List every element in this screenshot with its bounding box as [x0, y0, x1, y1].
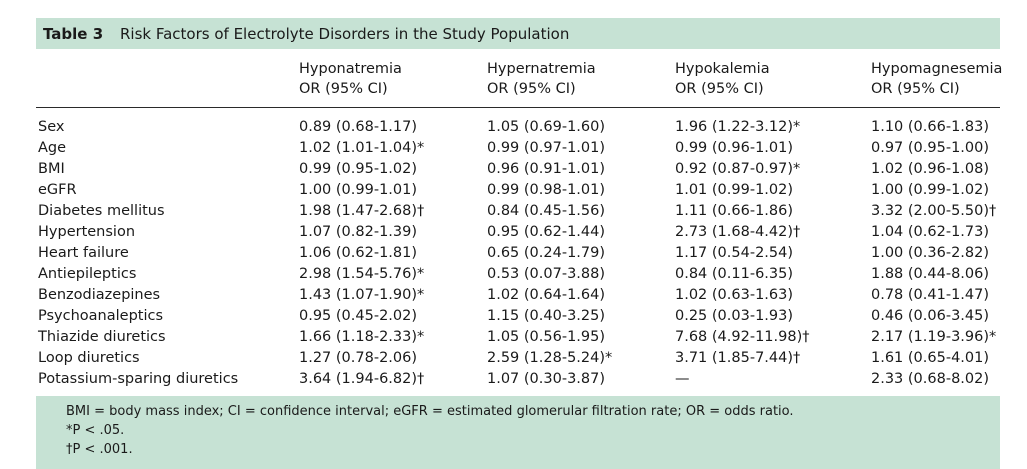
- cell-hypomagnesemia: 1.10 (0.66-1.83): [871, 117, 989, 138]
- cell-hypernatremia: 0.53 (0.07-3.88): [487, 264, 605, 285]
- cell-hypokalemia: —: [675, 369, 690, 390]
- table-label: Table 3: [43, 25, 103, 43]
- table-row: Loop diuretics 1.27 (0.78-2.06) 2.59 (1.…: [36, 348, 1000, 369]
- cell-hyponatremia: 1.66 (1.18-2.33)*: [299, 327, 424, 348]
- table-row: Hypertension 1.07 (0.82-1.39) 0.95 (0.62…: [36, 222, 1000, 243]
- cell-hypernatremia: 1.15 (0.40-3.25): [487, 306, 605, 327]
- cell-hypokalemia: 0.25 (0.03-1.93): [675, 306, 793, 327]
- cell-hypokalemia: 7.68 (4.92-11.98)†: [675, 327, 810, 348]
- cell-hyponatremia: 1.06 (0.62-1.81): [299, 243, 417, 264]
- table-header: Hyponatremia OR (95% CI) Hypernatremia O…: [36, 49, 1000, 108]
- cell-hypokalemia: 2.73 (1.68-4.42)†: [675, 222, 800, 243]
- cell-hypomagnesemia: 1.61 (0.65-4.01): [871, 348, 989, 369]
- cell-hyponatremia: 3.64 (1.94-6.82)†: [299, 369, 424, 390]
- table-row: Psychoanaleptics 0.95 (0.45-2.02) 1.15 (…: [36, 306, 1000, 327]
- cell-hypokalemia: 1.11 (0.66-1.86): [675, 201, 793, 222]
- table-row: Benzodiazepines 1.43 (1.07-1.90)* 1.02 (…: [36, 285, 1000, 306]
- cell-hyponatremia: 1.02 (1.01-1.04)*: [299, 138, 424, 159]
- row-factor: eGFR: [38, 180, 77, 201]
- cell-hyponatremia: 1.27 (0.78-2.06): [299, 348, 417, 369]
- cell-hyponatremia: 1.98 (1.47-2.68)†: [299, 201, 424, 222]
- row-factor: Hypertension: [38, 222, 135, 243]
- row-factor: BMI: [38, 159, 65, 180]
- cell-hypokalemia: 0.92 (0.87-0.97)*: [675, 159, 800, 180]
- table-row: Thiazide diuretics 1.66 (1.18-2.33)* 1.0…: [36, 327, 1000, 348]
- table-row: Heart failure 1.06 (0.62-1.81) 0.65 (0.2…: [36, 243, 1000, 264]
- cell-hypernatremia: 0.65 (0.24-1.79): [487, 243, 605, 264]
- cell-hypomagnesemia: 0.46 (0.06-3.45): [871, 306, 989, 327]
- row-factor: Diabetes mellitus: [38, 201, 165, 222]
- cell-hypernatremia: 1.02 (0.64-1.64): [487, 285, 605, 306]
- cell-hypomagnesemia: 1.02 (0.96-1.08): [871, 159, 989, 180]
- cell-hypokalemia: 1.02 (0.63-1.63): [675, 285, 793, 306]
- cell-hypomagnesemia: 3.32 (2.00-5.50)†: [871, 201, 996, 222]
- cell-hypomagnesemia: 0.78 (0.41-1.47): [871, 285, 989, 306]
- table-row: Age 1.02 (1.01-1.04)* 0.99 (0.97-1.01) 0…: [36, 138, 1000, 159]
- cell-hypokalemia: 1.17 (0.54-2.54): [675, 243, 793, 264]
- row-factor: Antiepileptics: [38, 264, 136, 285]
- cell-hyponatremia: 1.43 (1.07-1.90)*: [299, 285, 424, 306]
- cell-hypomagnesemia: 0.97 (0.95-1.00): [871, 138, 989, 159]
- table-row: Diabetes mellitus 1.98 (1.47-2.68)† 0.84…: [36, 201, 1000, 222]
- cell-hypernatremia: 1.05 (0.56-1.95): [487, 327, 605, 348]
- table-row: eGFR 1.00 (0.99-1.01) 0.99 (0.98-1.01) 1…: [36, 180, 1000, 201]
- footnote-single-asterisk: *P < .05.: [66, 421, 1000, 440]
- cell-hypernatremia: 0.96 (0.91-1.01): [487, 159, 605, 180]
- table-row: Potassium-sparing diuretics 3.64 (1.94-6…: [36, 369, 1000, 390]
- cell-hypernatremia: 0.99 (0.97-1.01): [487, 138, 605, 159]
- row-factor: Sex: [38, 117, 64, 138]
- table-row: BMI 0.99 (0.95-1.02) 0.96 (0.91-1.01) 0.…: [36, 159, 1000, 180]
- table-row: Sex 0.89 (0.68-1.17) 1.05 (0.69-1.60) 1.…: [36, 117, 1000, 138]
- cell-hyponatremia: 0.99 (0.95-1.02): [299, 159, 417, 180]
- table-title-bar: Table 3 Risk Factors of Electrolyte Diso…: [36, 18, 1000, 49]
- cell-hypokalemia: 0.99 (0.96-1.01): [675, 138, 793, 159]
- row-factor: Thiazide diuretics: [38, 327, 166, 348]
- footnote-dagger: †P < .001.: [66, 440, 1000, 459]
- cell-hypernatremia: 1.05 (0.69-1.60): [487, 117, 605, 138]
- cell-hypernatremia: 0.99 (0.98-1.01): [487, 180, 605, 201]
- cell-hypokalemia: 1.01 (0.99-1.02): [675, 180, 793, 201]
- cell-hyponatremia: 0.89 (0.68-1.17): [299, 117, 417, 138]
- cell-hypokalemia: 0.84 (0.11-6.35): [675, 264, 793, 285]
- row-factor: Age: [38, 138, 66, 159]
- column-header-hypernatremia: Hypernatremia OR (95% CI): [487, 59, 596, 99]
- cell-hyponatremia: 2.98 (1.54-5.76)*: [299, 264, 424, 285]
- table-body: Sex 0.89 (0.68-1.17) 1.05 (0.69-1.60) 1.…: [36, 108, 1000, 396]
- table-row: Antiepileptics 2.98 (1.54-5.76)* 0.53 (0…: [36, 264, 1000, 285]
- cell-hypokalemia: 1.96 (1.22-3.12)*: [675, 117, 800, 138]
- cell-hypernatremia: 1.07 (0.30-3.87): [487, 369, 605, 390]
- cell-hypokalemia: 3.71 (1.85-7.44)†: [675, 348, 800, 369]
- cell-hypomagnesemia: 1.00 (0.99-1.02): [871, 180, 989, 201]
- cell-hypomagnesemia: 1.04 (0.62-1.73): [871, 222, 989, 243]
- cell-hypomagnesemia: 1.88 (0.44-8.06): [871, 264, 989, 285]
- row-factor: Heart failure: [38, 243, 129, 264]
- data-table: Table 3 Risk Factors of Electrolyte Diso…: [36, 18, 1000, 469]
- cell-hypernatremia: 0.84 (0.45-1.56): [487, 201, 605, 222]
- cell-hyponatremia: 1.00 (0.99-1.01): [299, 180, 417, 201]
- table-caption: Risk Factors of Electrolyte Disorders in…: [120, 25, 569, 43]
- cell-hyponatremia: 0.95 (0.45-2.02): [299, 306, 417, 327]
- column-header-hypokalemia: Hypokalemia OR (95% CI): [675, 59, 770, 99]
- column-header-hyponatremia: Hyponatremia OR (95% CI): [299, 59, 402, 99]
- cell-hypomagnesemia: 1.00 (0.36-2.82): [871, 243, 989, 264]
- cell-hypomagnesemia: 2.33 (0.68-8.02): [871, 369, 989, 390]
- column-header-hypomagnesemia: Hypomagnesemia OR (95% CI): [871, 59, 1002, 99]
- table-footnotes: BMI = body mass index; CI = confidence i…: [36, 396, 1000, 469]
- row-factor: Potassium-sparing diuretics: [38, 369, 238, 390]
- row-factor: Psychoanaleptics: [38, 306, 163, 327]
- cell-hypernatremia: 2.59 (1.28-5.24)*: [487, 348, 612, 369]
- cell-hyponatremia: 1.07 (0.82-1.39): [299, 222, 417, 243]
- cell-hypernatremia: 0.95 (0.62-1.44): [487, 222, 605, 243]
- row-factor: Benzodiazepines: [38, 285, 160, 306]
- footnote-abbreviations: BMI = body mass index; CI = confidence i…: [66, 402, 1000, 421]
- row-factor: Loop diuretics: [38, 348, 140, 369]
- cell-hypomagnesemia: 2.17 (1.19-3.96)*: [871, 327, 996, 348]
